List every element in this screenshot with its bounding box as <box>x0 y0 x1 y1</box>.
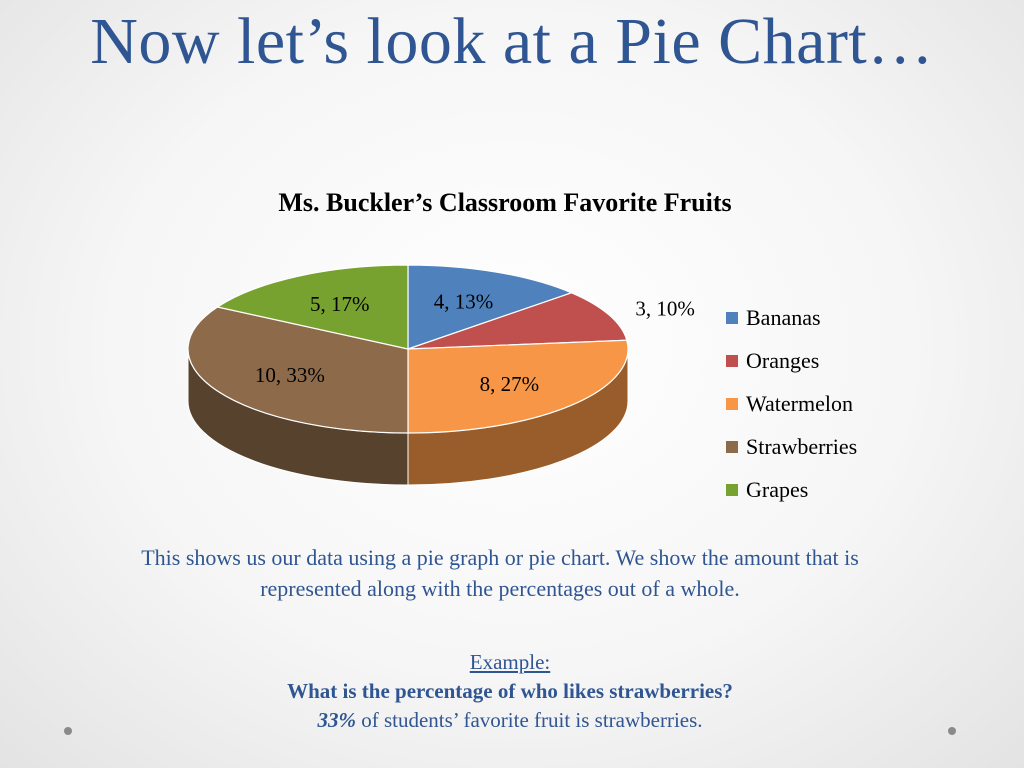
legend-label-grapes: Grapes <box>746 476 809 502</box>
legend-swatch-bananas <box>726 311 738 324</box>
example-label: Example: <box>469 650 551 674</box>
legend-label-oranges: Oranges <box>746 347 820 373</box>
decorative-dot-left <box>64 727 72 735</box>
decorative-dot-right <box>948 727 956 735</box>
data-label-grapes: 5, 17% <box>310 292 370 316</box>
pie-slice-watermelon <box>407 339 629 434</box>
answer-text: of students’ favorite fruit is strawberr… <box>355 708 703 732</box>
legend-item-bananas: Bananas <box>726 296 857 339</box>
legend-swatch-watermelon <box>726 397 738 410</box>
slide-title: Now let’s look at a Pie Chart… <box>90 5 934 78</box>
pie-slice-strawberries <box>187 306 409 434</box>
description-text: This shows us our data using a pie graph… <box>141 545 859 601</box>
legend-item-watermelon: Watermelon <box>726 382 857 425</box>
pie-slice-bananas <box>407 264 574 350</box>
legend-label-strawberries: Strawberries <box>746 433 858 459</box>
legend-item-oranges: Oranges <box>726 339 857 382</box>
answer-value: 33% <box>317 708 356 732</box>
example-block: Example: What is the percentage of who l… <box>110 648 910 735</box>
chart-title: Ms. Buckler’s Classroom Favorite Fruits <box>278 188 732 217</box>
pie-slice-oranges <box>407 292 628 350</box>
legend-label-watermelon: Watermelon <box>746 390 853 416</box>
example-question: What is the percentage of who likes stra… <box>287 679 733 703</box>
example-answer: 33% of students’ favorite fruit is straw… <box>110 706 910 735</box>
legend-item-strawberries: Strawberries <box>726 425 857 468</box>
legend-swatch-grapes <box>726 483 738 496</box>
data-label-watermelon: 8, 27% <box>480 372 540 396</box>
data-label-oranges: 3, 10% <box>635 297 695 321</box>
pie-slice-grapes <box>215 264 409 350</box>
data-label-bananas: 4, 13% <box>434 289 494 313</box>
legend-swatch-strawberries <box>726 440 738 453</box>
legend-item-grapes: Grapes <box>726 468 857 511</box>
chart-legend: Bananas Oranges Watermelon Strawberries Grap… <box>726 296 857 511</box>
data-label-strawberries: 10, 33% <box>255 363 325 387</box>
legend-swatch-oranges <box>726 354 738 367</box>
legend-label-bananas: Bananas <box>746 304 821 330</box>
